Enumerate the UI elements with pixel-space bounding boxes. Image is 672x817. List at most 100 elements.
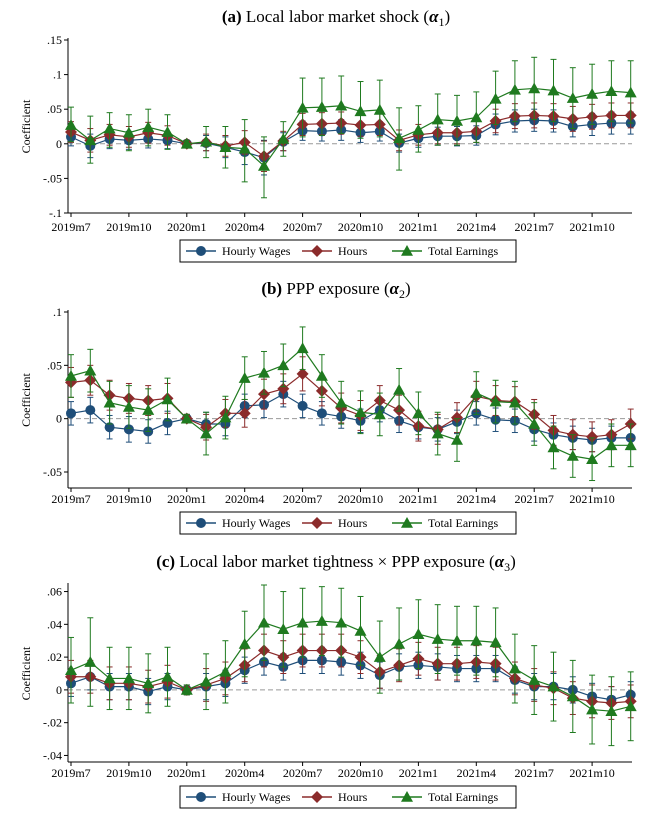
data-point [431,633,444,644]
data-point [412,123,425,135]
data-point [142,404,155,415]
x-tick-label: 2021m7 [515,766,554,780]
data-point [373,408,386,420]
legend: Hourly Wages Hours Total Earnings [179,511,517,535]
data-point [122,672,135,684]
legend-label: Hourly Wages [222,790,291,804]
panel-title-suffix: ) [405,279,411,298]
x-tick-label: 2019m7 [51,220,90,234]
data-point [277,359,290,371]
data-point [238,638,251,649]
y-tick-label: .05 [47,358,62,372]
y-tick-label: .04 [47,617,62,631]
data-point [547,680,560,692]
data-point [393,383,406,395]
data-point [354,105,367,117]
data-point [65,119,77,130]
y-tick-label: -.1 [49,206,62,220]
data-point [489,636,502,648]
x-tick-label: 2021m10 [569,220,614,234]
panel-title-subscript: 1 [438,15,444,29]
data-point [123,424,134,435]
x-tick-label: 2020m7 [283,766,322,780]
legend-label: Hourly Wages [222,244,291,258]
series-hourly-wages [66,108,636,176]
x-tick-label: 2021m10 [569,766,614,780]
legend-marker [311,245,323,257]
data-point [103,122,116,134]
x-tick-label: 2021m4 [457,492,496,506]
data-point [219,141,232,153]
y-tick-label: -.02 [43,716,62,730]
data-point [566,450,579,461]
data-point [258,366,270,378]
legend-marker [311,791,323,803]
data-point [238,407,251,420]
data-point [200,675,213,687]
panel-title-main: Local labor market shock ( [246,7,429,26]
x-tick-label: 2021m7 [515,492,554,506]
data-point [161,393,174,405]
data-point [315,370,328,381]
data-point [566,92,579,103]
data-point [180,412,193,424]
panel-title-symbol: α [390,279,400,298]
y-tick-label: -.04 [43,748,62,762]
data-point [508,662,521,674]
data-point [586,453,599,464]
data-point [103,396,116,408]
series-line [70,87,631,167]
data-point [296,342,309,354]
y-axis-label: Coefficient [19,372,33,426]
data-point [412,407,425,419]
series-hourly-wages [66,646,636,714]
data-point [315,101,328,112]
data-point [624,86,637,98]
data-point [277,132,290,144]
panel-title-prefix: (c) [156,552,179,571]
data-point [180,683,193,695]
data-point [508,396,521,408]
legend-label: Total Earnings [428,244,498,258]
data-point [605,439,618,451]
x-tick-label: 2021m1 [399,766,438,780]
x-tick-label: 2021m10 [569,492,614,506]
data-point [489,395,502,407]
legend: Hourly Wages Hours Total Earnings [179,785,517,809]
legend-label: Hours [338,516,368,530]
legend-box [179,511,517,535]
x-tick-label: 2019m7 [51,492,90,506]
data-point [354,624,367,636]
y-axis-label: Coefficient [19,99,33,153]
data-point [296,367,309,380]
x-tick-label: 2020m4 [225,766,264,780]
legend-label: Hourly Wages [222,516,291,530]
panel-title-main: Local labor market tightness × PPP expos… [179,552,495,571]
panel-a: (a) Local labor market shock (α1) -.1 -.05… [19,7,637,263]
series-total-earnings [65,326,637,482]
data-point [354,406,367,418]
x-tick-label: 2021m7 [515,220,554,234]
x-tick-label: 2020m1 [167,492,206,506]
series-total-earnings [65,56,637,199]
data-point [470,387,483,398]
data-point [412,628,425,639]
data-point [393,638,406,649]
y-tick-label: .15 [47,33,62,47]
data-point [508,83,521,95]
data-point [624,439,637,451]
x-tick-label: 2020m7 [283,220,322,234]
data-point [277,382,290,395]
legend-label: Total Earnings [428,790,498,804]
y-tick-label: 0 [56,683,62,697]
data-point [142,677,155,689]
x-tick-label: 2020m10 [338,220,383,234]
data-point [180,137,193,149]
data-point [470,111,483,123]
x-tick-label: 2021m1 [399,220,438,234]
legend-marker [196,246,206,256]
data-point [84,134,97,146]
x-tick-label: 2019m7 [51,766,90,780]
